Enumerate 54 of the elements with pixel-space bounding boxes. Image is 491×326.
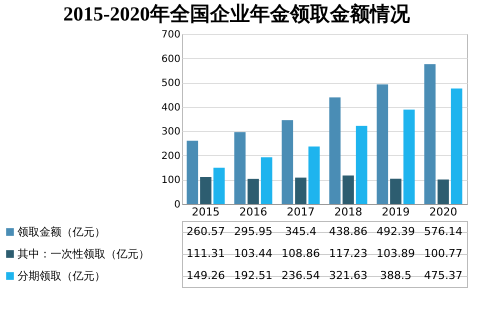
y-tick-label: 500 [161,78,180,90]
data-label: 149.26 [186,269,225,282]
x-tick-label: 2015 [192,206,220,218]
y-tick-label: 400 [161,102,180,114]
bar [295,178,306,204]
data-label: 492.39 [376,225,415,238]
bar [213,168,225,204]
bar [403,110,415,204]
data-label: 321.63 [329,269,368,282]
data-label: 260.57 [186,225,225,238]
legend-label: 分期领取（亿元） [18,270,106,282]
bar [356,126,368,204]
y-tick-label: 600 [161,54,180,65]
data-label: 192.51 [234,269,272,282]
data-label: 475.37 [424,269,462,282]
data-label: 236.54 [282,269,320,282]
bar [282,120,294,204]
data-label: 117.23 [329,247,368,260]
data-label: 345.4 [285,225,316,238]
data-label: 438.86 [329,225,368,238]
legend-label: 其中：一次性领取（亿元） [18,248,150,260]
bar [424,64,436,204]
data-label: 111.31 [186,247,225,260]
data-label: 108.86 [282,247,320,260]
y-tick-label: 100 [161,175,180,186]
x-tick-label: 2018 [334,206,362,218]
bar [308,146,320,204]
bar [450,88,462,204]
y-tick-label: 200 [161,150,180,162]
bar [329,97,341,204]
x-tick-label: 2019 [382,206,410,218]
bar [376,84,388,204]
data-label: 100.77 [424,247,462,260]
y-tick-label: 0 [174,200,180,210]
bar [186,140,198,204]
legend-label: 领取金额（亿元） [18,226,106,238]
x-tick-label: 2020 [429,206,458,218]
x-tick-label: 2016 [239,206,268,218]
bar [248,178,259,204]
bar [390,178,402,204]
bar [438,180,449,204]
bar [234,132,246,204]
y-tick-label: 300 [161,126,180,138]
bar [260,157,272,204]
data-label: 576.14 [424,225,462,238]
x-tick-label: 2017 [286,206,315,218]
data-label: 295.95 [234,225,272,238]
chart-title: 2015-2020年全国企业年金领取金额情况 [63,2,411,26]
data-label: 388.5 [380,269,412,282]
data-label: 103.89 [376,247,415,260]
data-label: 103.44 [234,247,272,260]
y-tick-label: 700 [161,30,180,40]
bar [342,176,354,204]
bar [200,176,212,204]
